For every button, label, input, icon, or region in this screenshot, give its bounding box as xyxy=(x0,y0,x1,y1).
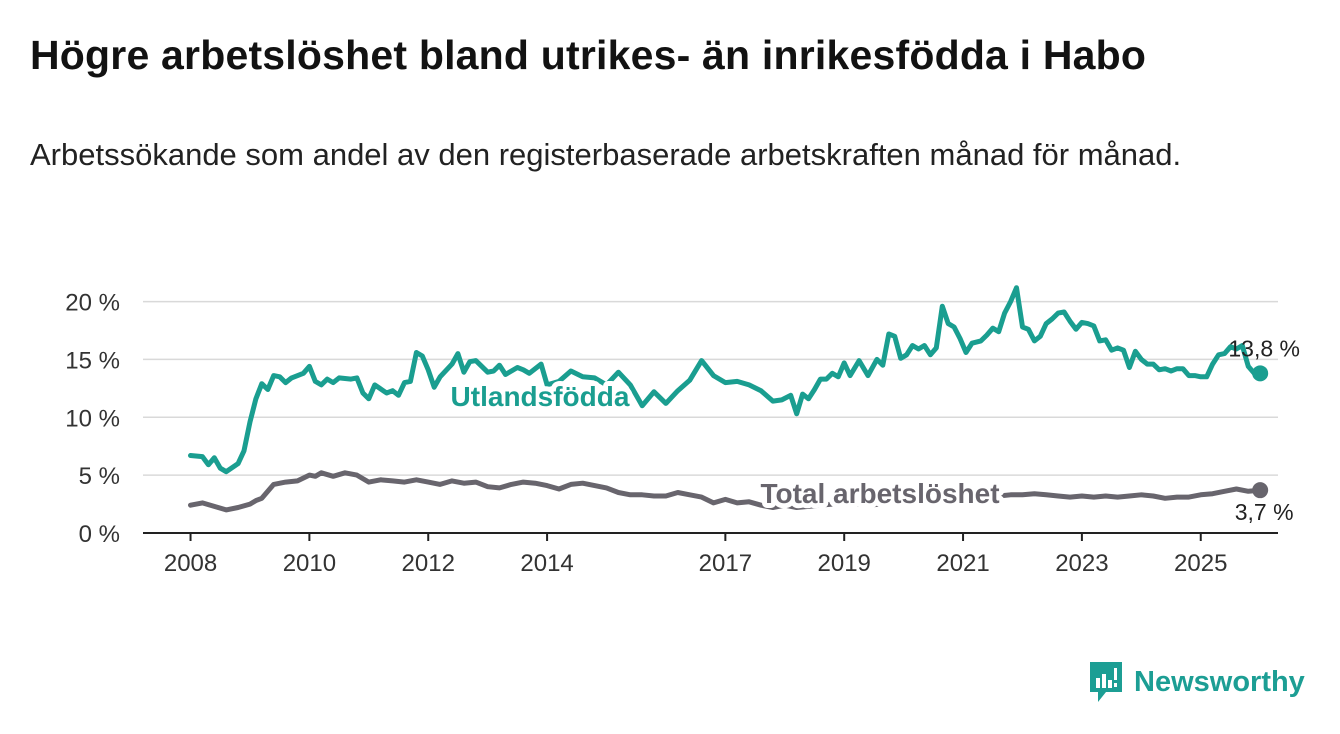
y-tick-label: 10 % xyxy=(65,405,120,432)
x-tick-label: 2012 xyxy=(402,550,455,577)
series-end-point xyxy=(1252,365,1269,382)
chart-axes: 0 % 5 % 10 % 15 % 20 % 2008 2010 2012 2014 2017 20… xyxy=(65,290,1278,577)
x-tick-label: 2017 xyxy=(699,550,752,577)
x-tick-label: 2019 xyxy=(818,550,871,577)
page-title: Högre arbetslöshet bland utrikes- än inr… xyxy=(30,32,1147,78)
newsworthy-logo-icon xyxy=(1090,662,1122,702)
brand-name: Newsworthy xyxy=(1134,665,1305,698)
chart-lines xyxy=(188,285,1269,513)
x-tick-label: 2025 xyxy=(1174,550,1227,577)
y-tick-label: 15 % xyxy=(65,347,120,374)
series-label-total-halo: Total arbetslöshet xyxy=(760,478,999,509)
chart-labels: 13,8 %3,7 %UtlandsföddaUtlandsföddaTotal… xyxy=(446,335,1300,525)
x-tick-label: 2008 xyxy=(164,550,217,577)
series-label-total: Total arbetslöshet xyxy=(760,478,999,509)
x-tick-label: 2021 xyxy=(936,550,989,577)
x-tick-label: 2010 xyxy=(283,550,336,577)
brand-logo: Newsworthy xyxy=(1088,660,1305,704)
series-line-utlandsfodda xyxy=(188,285,1263,475)
series-label-utlandsfodda: Utlandsfödda xyxy=(451,381,630,412)
page-subtitle: Arbetssökande som andel av den registerb… xyxy=(30,137,1182,172)
x-tick-label: 2023 xyxy=(1055,550,1108,577)
series-end-label: 13,8 % xyxy=(1228,335,1300,361)
x-tick-label: 2014 xyxy=(520,550,573,577)
y-tick-label: 0 % xyxy=(79,521,120,548)
line-chart: 13,8 %3,7 %UtlandsföddaUtlandsföddaTotal… xyxy=(65,285,1300,577)
y-tick-label: 20 % xyxy=(65,290,120,317)
series-label-utlandsfodda-halo: Utlandsfödda xyxy=(451,381,630,412)
series-line-total xyxy=(188,470,1263,513)
y-tick-label: 5 % xyxy=(79,463,120,490)
series-end-point xyxy=(1252,482,1269,499)
series-end-label: 3,7 % xyxy=(1235,499,1294,525)
chart-gridlines xyxy=(143,300,1278,476)
